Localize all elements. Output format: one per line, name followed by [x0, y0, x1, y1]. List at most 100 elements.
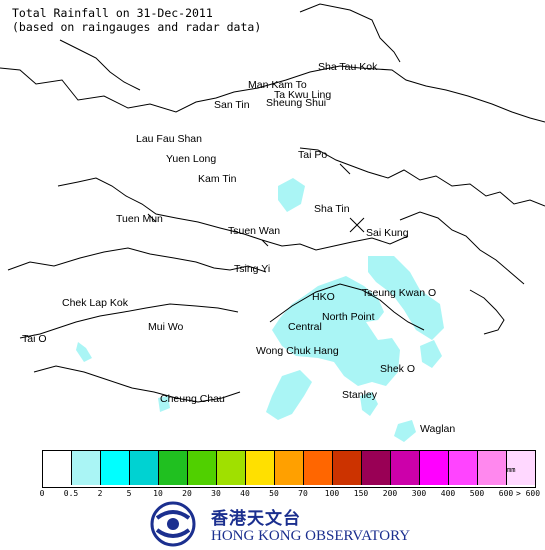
legend-tick-label: 400 — [440, 489, 456, 498]
coastline-hkisland — [269, 283, 425, 331]
legend-tick-label: 5 — [126, 489, 132, 498]
place-label-yuen-long: Yuen Long — [166, 153, 216, 165]
rain-area-waglan — [394, 420, 416, 442]
legend-tick-label: > 600 — [515, 489, 541, 498]
place-label-san-tin: San Tin — [214, 99, 250, 111]
place-label-sha-tau-kok: Sha Tau Kok — [318, 61, 378, 73]
place-label-ta-kwu-ling: Ta Kwu Ling — [274, 89, 331, 101]
rain-area-shek-o — [420, 340, 442, 368]
legend-tick-label: 50 — [269, 489, 279, 498]
legend-tick-label: 20 — [182, 489, 192, 498]
place-label-tsing-yi: Tsing Yi — [234, 263, 270, 275]
coastline-saikung — [399, 211, 525, 285]
coastline-lantau-south — [19, 303, 239, 339]
legend-swatch — [304, 451, 333, 485]
legend-tick-label: 500 — [469, 489, 485, 498]
legend-tick-label: 600 — [498, 489, 514, 498]
map-title: Total Rainfall on 31-Dec-2011 — [12, 6, 213, 20]
place-label-sai-kung: Sai Kung — [366, 227, 409, 239]
legend-swatch — [159, 451, 188, 485]
legend-tick-label: 0 — [39, 489, 45, 498]
legend-swatch — [72, 451, 101, 485]
place-label-waglan: Waglan — [420, 423, 455, 435]
legend-tick-label: 30 — [211, 489, 221, 498]
station-marker-tsuenwan — [261, 239, 269, 247]
coastline — [0, 3, 545, 403]
place-label-north-point: North Point — [322, 311, 375, 323]
place-label-chek-lap-kok: Chek Lap Kok — [62, 297, 129, 309]
legend-tick-label: 150 — [353, 489, 369, 498]
coastline-tolo — [299, 147, 545, 207]
rain-area-lamma — [360, 392, 378, 416]
legend-swatch — [420, 451, 449, 485]
legend-tick-label: 2 — [97, 489, 103, 498]
rain-area-cheungchau — [158, 396, 170, 412]
legend-tick-label: 0.5 — [63, 489, 79, 498]
coastline-lantau-lower — [33, 365, 241, 403]
place-label-tseung-kwan-o: Tseung Kwan O — [362, 287, 436, 299]
legend-swatch — [246, 451, 275, 485]
coastline-deepbay — [59, 39, 141, 91]
rainfall-areas — [76, 178, 444, 442]
station-marker-taipo — [339, 163, 351, 175]
place-label-central: Central — [288, 321, 322, 333]
place-label-tai-o: Tai O — [22, 333, 47, 345]
legend-tick-label: 300 — [411, 489, 427, 498]
place-label-lau-fau-shan: Lau Fau Shan — [136, 133, 202, 145]
legend-swatch — [449, 451, 478, 485]
place-label-wong-chuk-hang: Wong Chuk Hang — [256, 345, 339, 357]
legend-tick-label: 100 — [324, 489, 340, 498]
legend-swatch — [391, 451, 420, 485]
hko-logo: 香港天文台 HONG KONG OBSERVATORY — [145, 500, 410, 548]
place-label-mui-wo: Mui Wo — [148, 321, 184, 333]
rain-area-hkisland — [272, 276, 400, 386]
place-label-stanley: Stanley — [342, 389, 378, 401]
place-label-hko: HKO — [312, 291, 335, 303]
rain-area-lantau — [76, 342, 92, 362]
legend-swatch — [275, 451, 304, 485]
place-label-man-kam-to: Man Kam To — [248, 79, 307, 91]
coastline-tuenmun — [57, 177, 409, 251]
place-label-tsuen-wan: Tsuen Wan — [228, 225, 280, 237]
legend-unit: mm — [507, 466, 516, 474]
coastline-islands-east — [469, 289, 505, 335]
hko-emblem-icon — [150, 501, 196, 547]
place-label-kam-tin: Kam Tin — [198, 173, 237, 185]
legend-swatch — [188, 451, 217, 485]
logo-english-name: HONG KONG OBSERVATORY — [211, 528, 411, 544]
rainfall-legend — [42, 450, 536, 488]
place-label-tai-po: Tai Po — [298, 149, 327, 161]
legend-swatch — [217, 451, 246, 485]
rain-area-southbay — [266, 370, 312, 420]
place-label-tuen-mun: Tuen Mun — [116, 213, 163, 225]
legend-swatch — [362, 451, 391, 485]
logo-chinese-name: 香港天文台 — [211, 509, 301, 529]
coastline-shenzhen-east — [299, 3, 401, 63]
legend-tick-label: 70 — [298, 489, 308, 498]
legend-swatch — [478, 451, 507, 485]
station-markers — [147, 163, 365, 247]
place-label-sha-tin: Sha Tin — [314, 203, 350, 215]
legend-tick-label: 10 — [153, 489, 163, 498]
station-marker-shatin — [349, 217, 365, 233]
place-label-sheung-shui: Sheung Shui — [266, 97, 326, 109]
coastline-north — [0, 65, 545, 123]
map-subtitle: (based on raingauges and radar data) — [12, 20, 262, 34]
legend-swatch — [507, 451, 535, 485]
place-label-cheung-chau: Cheung Chau — [160, 393, 225, 405]
legend-tick-label: 200 — [382, 489, 398, 498]
station-marker-tuenmun — [147, 213, 157, 223]
place-label-shek-o: Shek O — [380, 363, 415, 375]
legend-tick-label: 40 — [240, 489, 250, 498]
legend-swatch — [130, 451, 159, 485]
legend-swatch — [43, 451, 72, 485]
rain-area-tseungkwano — [368, 256, 444, 340]
legend-swatch — [333, 451, 362, 485]
legend-ticks: 0 0.5 2 5 10 20 30 40 50 70 100 150 200 300 400 500 600 >… — [0, 489, 545, 501]
coastline-westlantau — [7, 247, 267, 273]
legend-swatch — [101, 451, 130, 485]
rain-area-shatin — [278, 178, 305, 212]
